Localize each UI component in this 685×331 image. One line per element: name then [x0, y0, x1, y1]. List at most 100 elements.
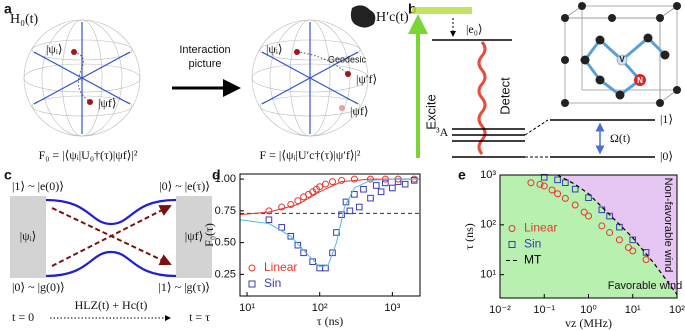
point [624, 244, 632, 252]
point [309, 258, 316, 265]
point [316, 183, 324, 191]
x-tick-label: 10² [312, 302, 328, 314]
energy-curve [45, 250, 177, 278]
point [321, 180, 329, 188]
point [548, 186, 556, 194]
plot-frame [239, 173, 421, 297]
panel-label: a [4, 1, 12, 17]
legend-marker [248, 264, 256, 272]
point [338, 211, 345, 218]
point [642, 256, 650, 264]
state-label: |ψf⟩ [185, 229, 204, 243]
point [598, 222, 606, 230]
point [350, 175, 358, 183]
point [265, 216, 273, 224]
hamiltonian: H₀(t) [10, 12, 39, 27]
line [557, 174, 678, 295]
state-box [10, 196, 46, 278]
point [287, 201, 295, 208]
point [355, 203, 363, 211]
rabi-label: Ω(t) [610, 131, 630, 145]
state-label: |ψf⟩ [98, 96, 117, 110]
point [346, 207, 354, 215]
sphere [23, 19, 141, 137]
nitrogen-label: N [637, 76, 643, 85]
point [606, 229, 614, 237]
point [338, 176, 346, 184]
excite-label: Excite [423, 94, 438, 129]
level-label: |0⟩ [660, 149, 673, 163]
x-tick-label: 10⁻² [489, 304, 511, 316]
formula: F₀ = |⟨ψᵢ|U₀†(τ)|ψf⟩|² [39, 148, 138, 162]
sphere [251, 5, 376, 137]
state-label: |0⟩ ~ |e(τ)⟩ [159, 179, 210, 193]
point [294, 241, 302, 249]
y-tick-label: 0.25 [215, 268, 236, 280]
level-label: |e₀⟩ [466, 22, 483, 36]
state-label: |ψf⟩ [350, 104, 369, 118]
point [580, 208, 588, 216]
point [367, 194, 374, 202]
point [329, 178, 337, 186]
arrow-label: Interaction [179, 44, 230, 56]
point [536, 180, 544, 188]
path-arrow [51, 207, 172, 266]
point [410, 177, 418, 184]
y-tick-label: 10¹ [480, 269, 496, 281]
time-label: t = τ [189, 310, 210, 324]
level-label: ³A [436, 125, 449, 139]
point [615, 236, 623, 244]
state-label: |ψ′f⟩ [356, 72, 377, 86]
state-label: |ψᵢ⟩ [46, 42, 63, 56]
legend-marker [508, 225, 516, 232]
point [642, 249, 650, 256]
point [322, 264, 329, 272]
point [389, 184, 396, 192]
point [562, 179, 569, 187]
y-tick-label: 1.00 [215, 173, 236, 185]
point [360, 185, 367, 193]
x-axis-label: vz (MHz) [565, 316, 612, 330]
detect-label: Detect [497, 77, 512, 115]
legend-label: Sin [264, 276, 281, 290]
point [527, 179, 535, 187]
y-tick-label: 0.75 [215, 205, 236, 217]
state-label: |0⟩ ~ |g(0)⟩ [12, 280, 65, 294]
point [278, 224, 286, 231]
region [557, 175, 677, 295]
legend-label: Sin [524, 237, 541, 251]
point [540, 182, 548, 190]
y-axis-label: F₀(τ) [202, 223, 216, 247]
state-label: |ψᵢ⟩ [20, 229, 37, 243]
state-label: |1⟩ ~ |g(τ)⟩ [159, 280, 210, 294]
geodesic-label: Geodesic [328, 54, 367, 64]
x-tick-label: 10¹ [239, 302, 255, 314]
state-label: |1⟩ ~ |e(0)⟩ [12, 179, 64, 193]
panel-label: e [458, 167, 466, 183]
point [377, 188, 385, 196]
time-label: t = 0 [12, 310, 34, 324]
region-label: Favorable wind [608, 280, 683, 292]
energy-curve [45, 198, 177, 226]
legend-label: Linear [264, 260, 297, 274]
x-axis-label: τ (ns) [317, 314, 343, 328]
hamiltonian: H′c(t) [376, 10, 409, 25]
vacancy-label: V [619, 55, 625, 64]
point [606, 212, 613, 220]
panel-label: d [212, 167, 221, 183]
x-tick-label: 10² [669, 304, 685, 316]
lattice [561, 2, 681, 107]
y-tick-label: 10³ [480, 169, 496, 181]
arrow-label: picture [188, 58, 221, 70]
panel-label: c [4, 167, 12, 183]
point [554, 176, 561, 184]
point [278, 203, 286, 211]
point [585, 212, 592, 220]
state-label: |ψᵢ⟩ [266, 42, 283, 56]
y-tick-label: 0.50 [215, 237, 236, 249]
point [294, 197, 302, 205]
state-box [176, 196, 212, 278]
x-tick-label: 10⁻¹ [533, 304, 555, 316]
point [571, 201, 579, 209]
